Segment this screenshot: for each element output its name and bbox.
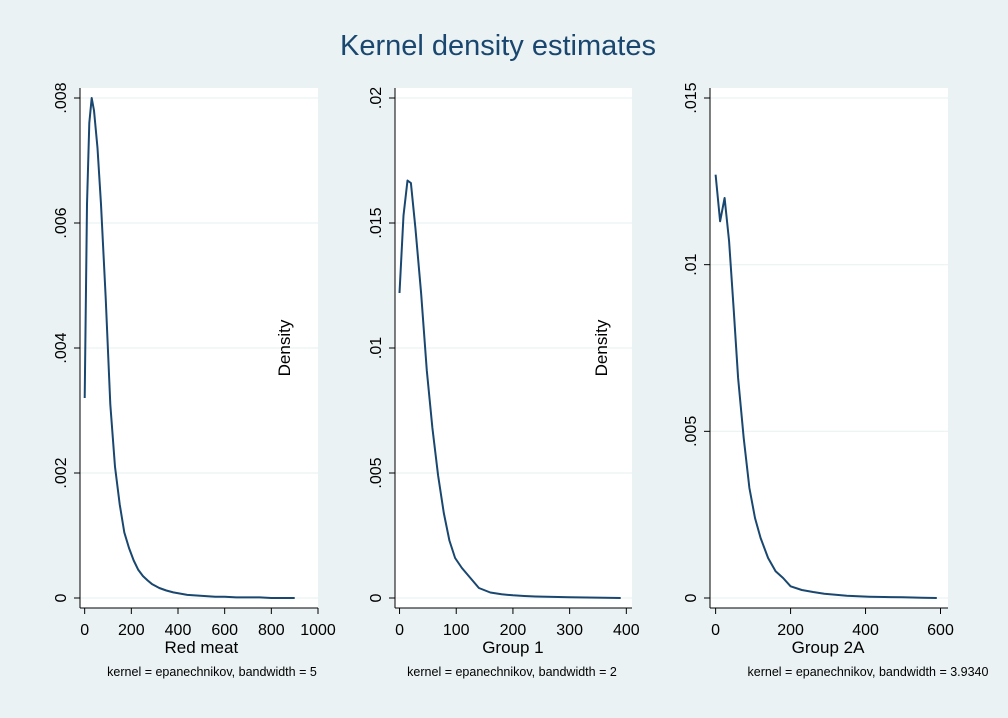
- density-line: [398, 179, 621, 599]
- x-tick-label: 0: [395, 622, 404, 639]
- y-tick-label: .01: [683, 253, 700, 275]
- kernel-note: kernel = epanechnikov, bandwidth = 5: [107, 665, 317, 679]
- panel-2: 0 .005 .01 .015 .02 0 100 200 300 400 Group 1 kerne…: [368, 87, 640, 679]
- x-axis-title: Group 2A: [792, 638, 865, 657]
- x-tick-label: 600: [211, 622, 238, 639]
- x-tick-label: 200: [118, 622, 145, 639]
- y-tick-label: .01: [368, 337, 385, 359]
- x-tick-label: 800: [258, 622, 285, 639]
- y-tick-label: .005: [683, 416, 700, 447]
- y-tick-label: .008: [53, 82, 70, 113]
- x-tick-label: 1000: [300, 622, 336, 639]
- density-line: [83, 97, 295, 599]
- y-tick-label: .002: [53, 457, 70, 488]
- x-tick-label: 0: [711, 622, 720, 639]
- kernel-note: kernel = epanechnikov, bandwidth = 3.934…: [748, 665, 989, 679]
- x-axis-title: Group 1: [482, 638, 543, 657]
- y-tick-label: .015: [683, 82, 700, 113]
- x-tick-label: 400: [613, 622, 640, 639]
- y-tick-label: .02: [368, 87, 385, 109]
- y-axis-title: Density: [592, 319, 611, 376]
- y-tick-label: 0: [53, 593, 70, 602]
- x-tick-label: 200: [777, 622, 804, 639]
- x-tick-label: 400: [852, 622, 879, 639]
- panel-3: 0 .005 .01 .015 0 200 400 600 Group 2A kernel = e…: [683, 82, 989, 679]
- y-tick-label: .004: [53, 332, 70, 363]
- chart-title: Kernel density estimates: [340, 30, 656, 62]
- y-tick-label: .005: [368, 457, 385, 488]
- y-tick-label: .006: [53, 207, 70, 238]
- x-tick-label: 300: [556, 622, 583, 639]
- x-tick-label: 200: [500, 622, 527, 639]
- kernel-note: kernel = epanechnikov, bandwidth = 2: [407, 665, 617, 679]
- x-tick-label: 100: [443, 622, 470, 639]
- x-axis-title: Red meat: [164, 638, 238, 657]
- x-tick-label: 0: [80, 622, 89, 639]
- panel-1: 0 .002 .004 .006 .008 0 200 400 600 800 1000 Red me…: [53, 82, 336, 679]
- x-tick-label: 600: [927, 622, 954, 639]
- plot-area: [710, 88, 948, 608]
- y-tick-label: 0: [368, 593, 385, 602]
- density-line: [714, 174, 937, 599]
- y-tick-label: .015: [368, 207, 385, 238]
- y-axis-title: Density: [275, 319, 294, 376]
- x-tick-label: 400: [165, 622, 192, 639]
- y-tick-label: 0: [683, 593, 700, 602]
